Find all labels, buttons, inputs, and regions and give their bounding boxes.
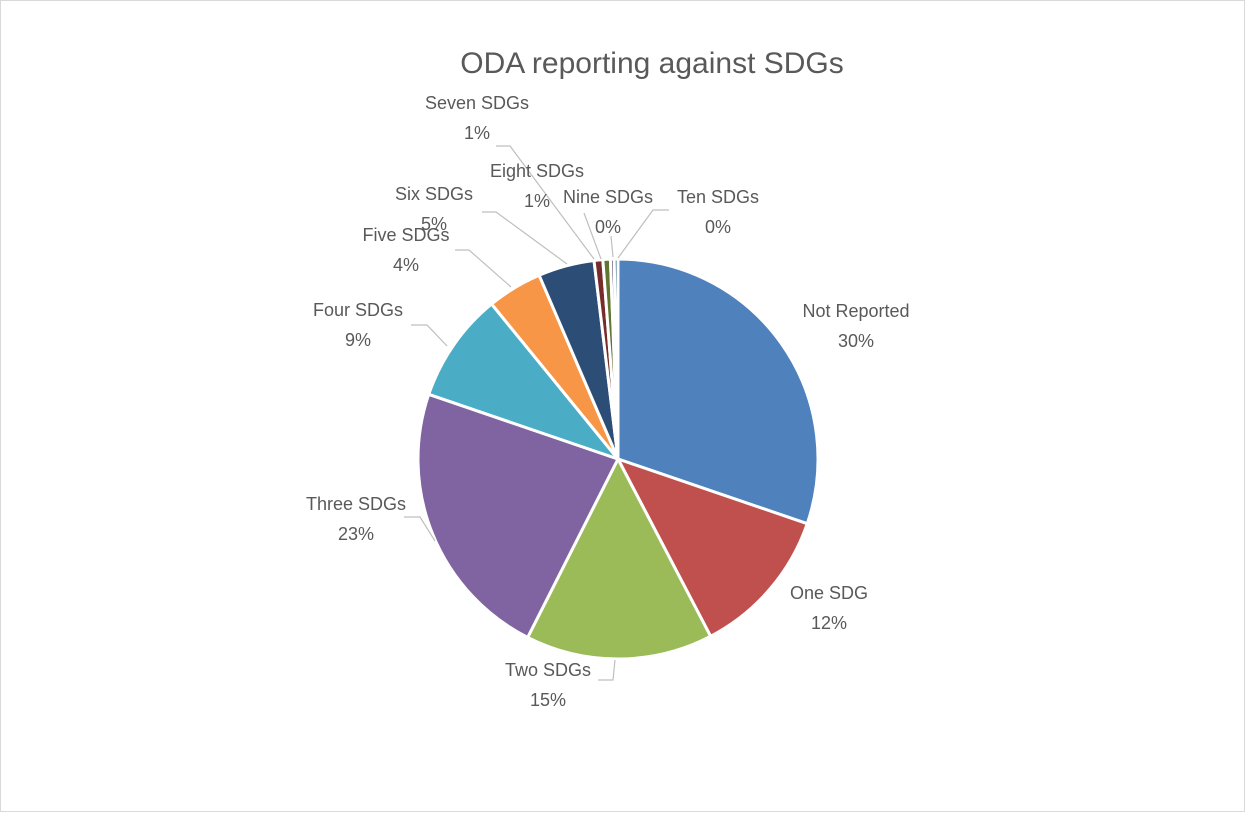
pie-slice-two-sdgs	[526, 457, 713, 661]
pie-slice-ten-sdgs	[612, 257, 620, 461]
leader-line	[496, 145, 595, 260]
leader-line	[404, 516, 436, 542]
leader-line	[617, 209, 669, 259]
slice-category-label: Not Reported	[802, 301, 909, 321]
slice-percent-label: 30%	[838, 331, 874, 351]
slice-category-label: One SDG	[790, 583, 868, 603]
data-labels: Not Reported 30% One SDG 12% Two SDGs 15% Thre…	[306, 93, 910, 710]
leader-line	[411, 324, 448, 347]
pie-slices	[416, 257, 820, 661]
leader-line	[598, 659, 616, 681]
slice-percent-label: 9%	[345, 330, 371, 350]
leader-lines	[404, 145, 669, 681]
slice-category-label: Seven SDGs	[425, 93, 529, 113]
slice-percent-label: 15%	[530, 690, 566, 710]
slice-percent-label: 1%	[464, 123, 490, 143]
slice-category-label: Six SDGs	[395, 184, 473, 204]
pie-slice-not-reported	[616, 257, 820, 526]
chart-title: ODA reporting against SDGs	[460, 47, 844, 80]
leader-line	[610, 235, 614, 258]
slice-category-label: Nine SDGs	[563, 187, 653, 207]
slice-percent-label: 1%	[524, 191, 550, 211]
slice-category-label: Ten SDGs	[677, 187, 759, 207]
slice-category-label: Eight SDGs	[490, 161, 584, 181]
pie-slice-three-sdgs	[416, 392, 620, 639]
slice-category-label: Three SDGs	[306, 494, 406, 514]
pie-slice-one-sdg	[616, 457, 809, 638]
slice-percent-label: 5%	[421, 214, 447, 234]
pie-slice-four-sdgs	[427, 302, 620, 461]
slice-category-label: Two SDGs	[505, 660, 591, 680]
slice-percent-label: 12%	[811, 613, 847, 633]
leader-line	[583, 212, 602, 260]
leader-line	[455, 249, 512, 288]
slice-percent-label: 0%	[595, 217, 621, 237]
slice-percent-label: 23%	[338, 524, 374, 544]
slice-category-label: Four SDGs	[313, 300, 403, 320]
slice-percent-label: 4%	[393, 255, 419, 275]
leader-line	[482, 211, 568, 265]
slice-category-label: Five SDGs	[362, 225, 449, 245]
slice-percent-label: 0%	[705, 217, 731, 237]
